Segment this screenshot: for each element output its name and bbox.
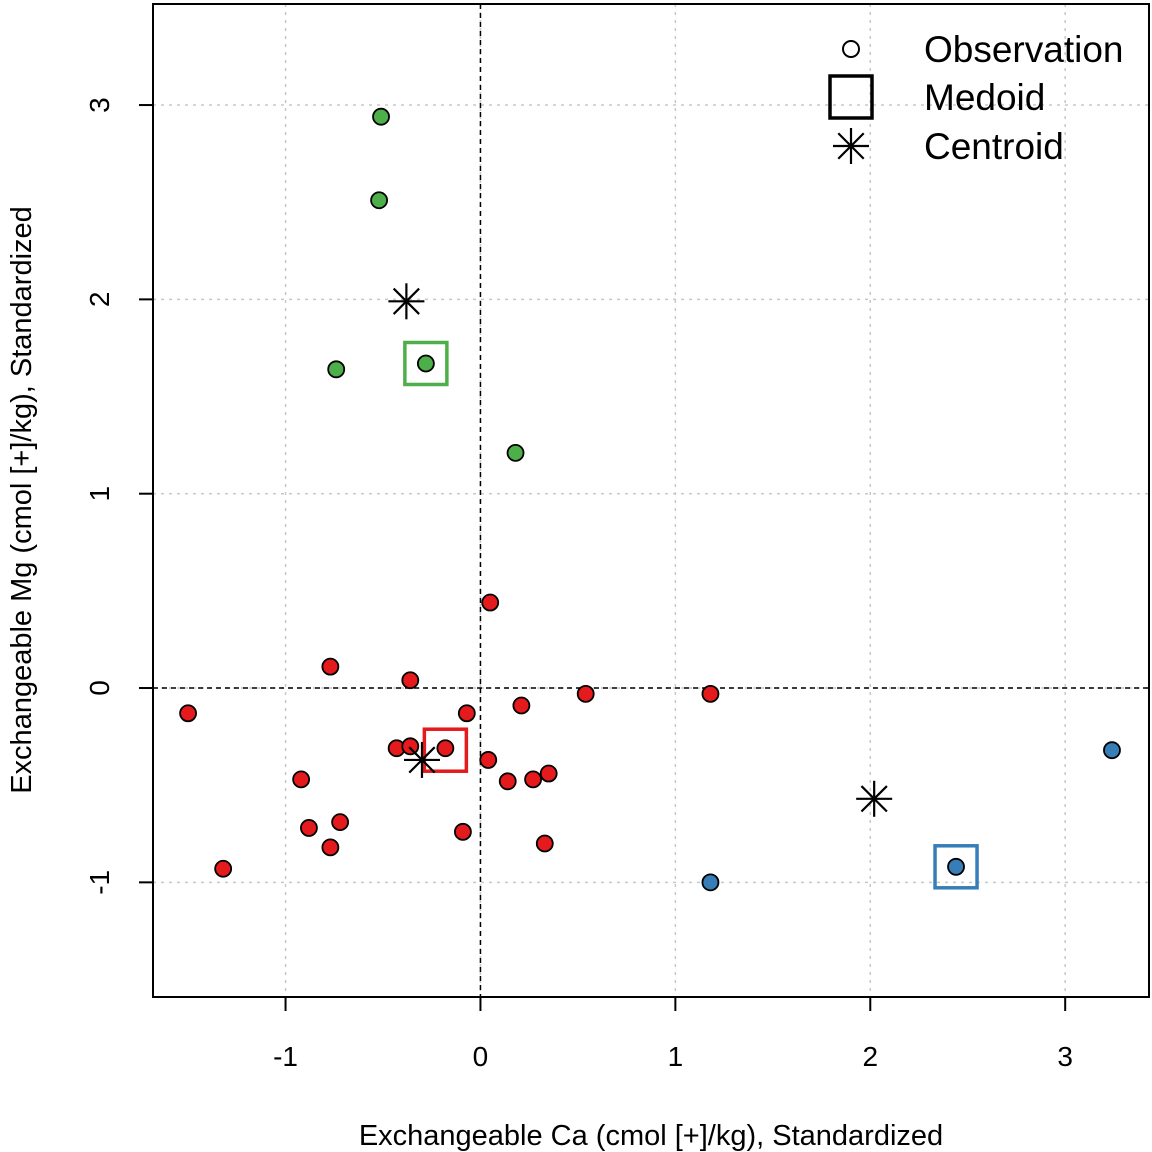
observation-point [179, 704, 197, 723]
observation-point [539, 764, 558, 783]
observation-points [179, 107, 1121, 892]
y-tick-label: 3 [84, 97, 115, 113]
observation-point [454, 822, 472, 841]
medoid-marker [933, 844, 979, 890]
x-tick-label: 1 [668, 1041, 684, 1072]
legend: Observation Medoid Centroid [828, 29, 1124, 167]
plot-frame [152, 3, 1150, 998]
x-tick-label: -1 [273, 1041, 298, 1072]
legend-centroid-symbol [833, 128, 869, 164]
reference-lines [153, 4, 1149, 997]
observation-point [401, 671, 420, 690]
legend-entry: Medoid [924, 77, 1045, 118]
x-tick-label: 0 [473, 1041, 489, 1072]
observation-point [370, 191, 388, 210]
centroid-marker [388, 283, 425, 320]
y-tick-label: -1 [84, 870, 115, 895]
x-axis-title: Exchangeable Ca (cmol [+]/kg), Standardi… [359, 1120, 943, 1152]
x-tick-label: 3 [1057, 1041, 1073, 1072]
legend-observation-symbol [842, 40, 860, 58]
observation-point [498, 772, 517, 791]
centroid-markers [388, 283, 893, 817]
y-tick-label: 1 [84, 486, 115, 502]
legend-entry: Observation [924, 29, 1124, 70]
observation-point [457, 704, 476, 723]
observation-point [701, 684, 720, 703]
legend-entry: Centroid [924, 126, 1064, 167]
observation-point [401, 737, 420, 756]
x-tick-label: 2 [862, 1041, 878, 1072]
observation-point [292, 770, 311, 789]
y-tick-label: 2 [84, 292, 115, 308]
observation-point [321, 657, 340, 676]
centroid-marker [403, 741, 440, 778]
observation-point [535, 834, 554, 853]
observation-point [701, 873, 720, 892]
observation-point [512, 696, 531, 715]
observation-point [300, 819, 318, 837]
medoid-marker [403, 340, 449, 387]
y-axis-title: Exchangeable Mg (cmol [+]/kg), Standardi… [6, 206, 38, 794]
observation-point [331, 813, 350, 832]
medoid-markers [403, 340, 979, 890]
y-tick-label: 0 [84, 680, 115, 696]
observation-point [506, 443, 525, 462]
observation-point [214, 859, 233, 878]
observation-point [524, 770, 542, 789]
observation-point [1103, 741, 1121, 760]
observation-point [327, 360, 346, 379]
observation-point [947, 857, 965, 876]
observation-point [436, 739, 455, 758]
observation-point [416, 354, 435, 373]
observation-point [479, 751, 498, 769]
centroid-marker [856, 780, 893, 817]
axes: -1 0 1 2 3 -1 0 1 2 3 [84, 97, 1073, 1072]
observation-point [481, 593, 500, 612]
legend-medoid-symbol [828, 74, 874, 120]
observation-point [372, 107, 390, 126]
observation-point [321, 838, 340, 857]
medoid-marker [422, 727, 469, 773]
observation-point [576, 684, 595, 703]
